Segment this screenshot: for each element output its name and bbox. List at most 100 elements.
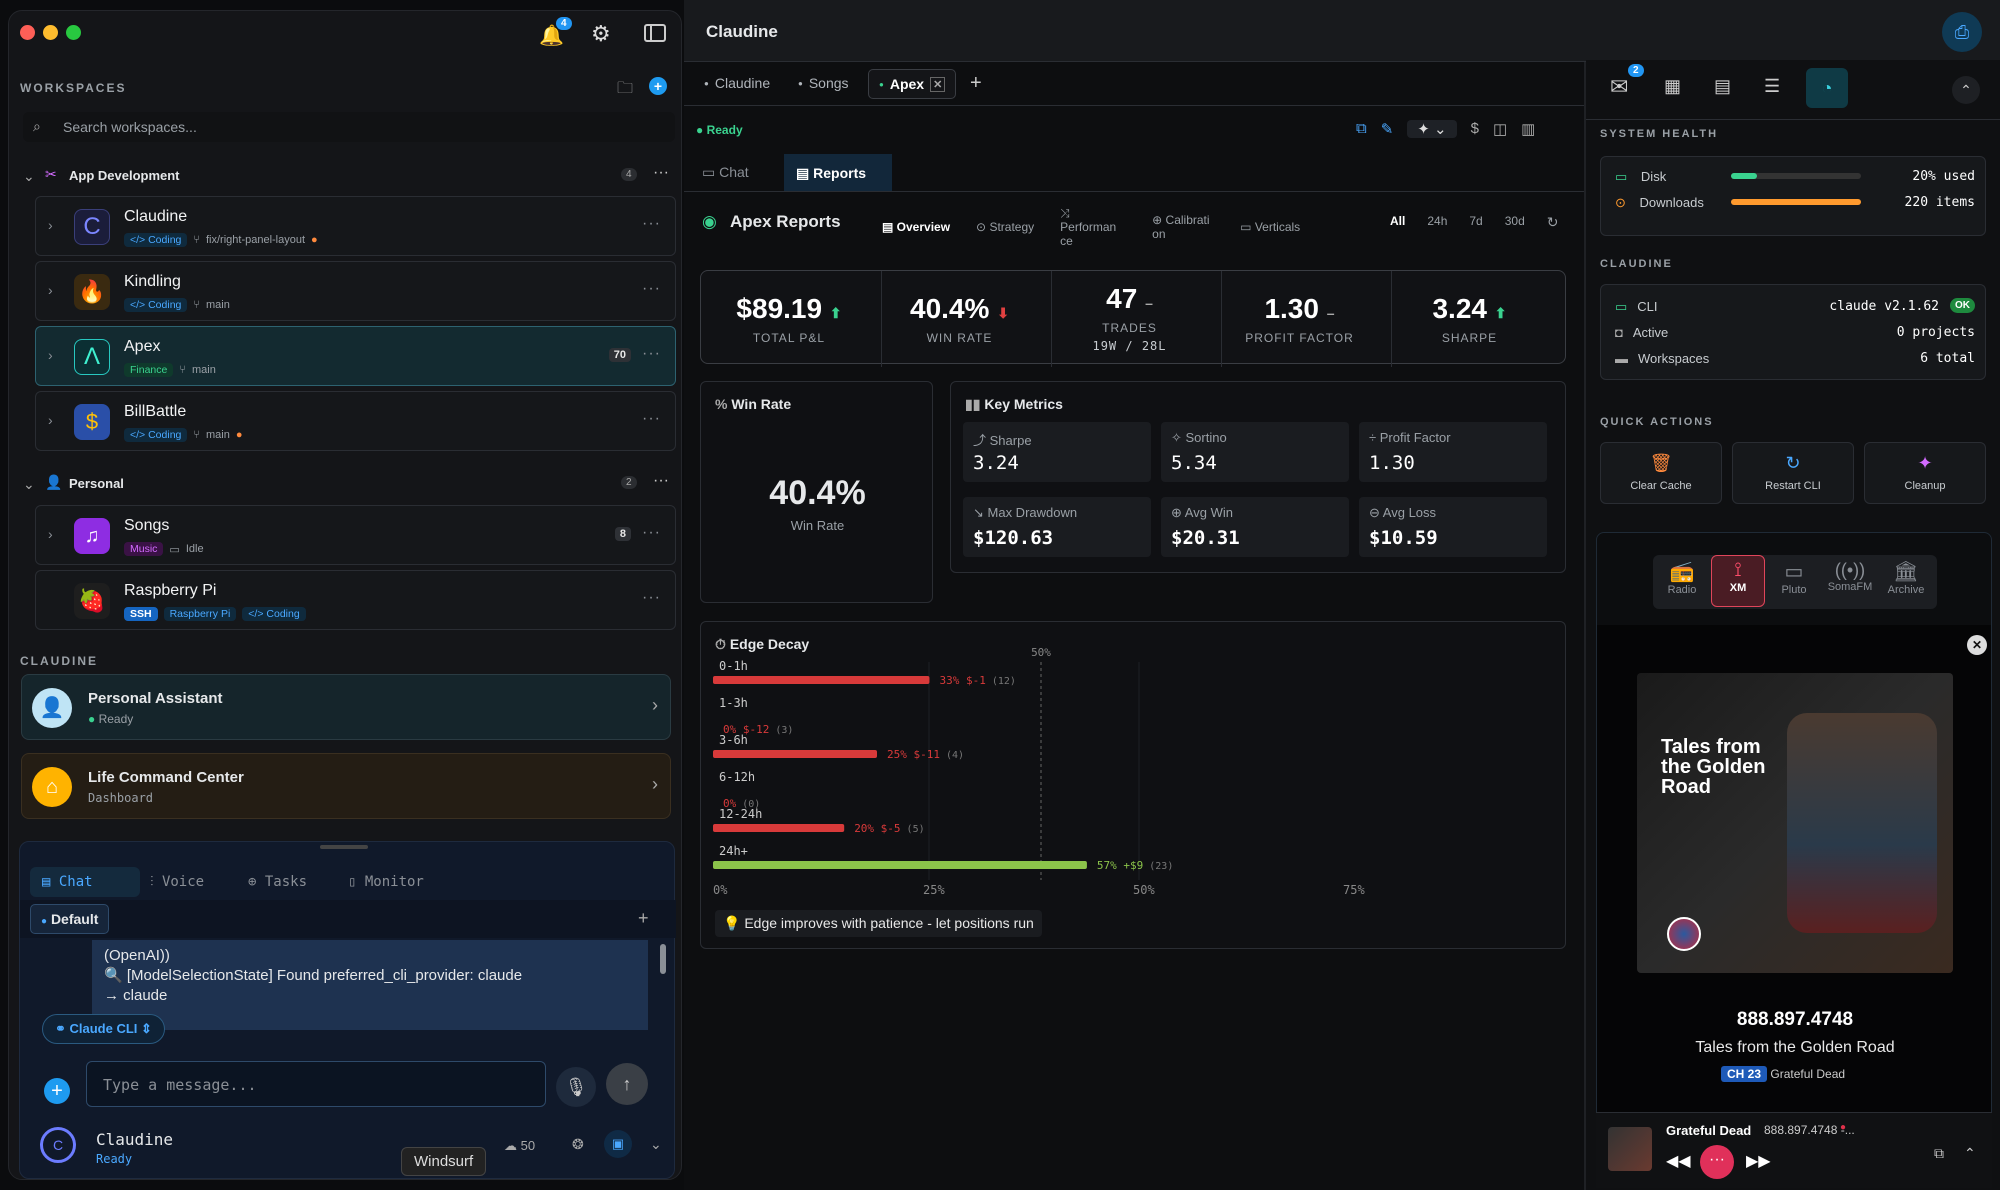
mail-icon[interactable]: ✉ bbox=[1610, 74, 1629, 99]
session-default-tab[interactable]: ● Default bbox=[30, 904, 110, 934]
tab-songs[interactable]: ● Songs bbox=[798, 75, 849, 91]
report-icon: ▤ bbox=[796, 165, 814, 181]
screen-share-icon[interactable]: ▣ bbox=[604, 1130, 632, 1158]
workspace-card-raspberry-pi[interactable]: 🍓 Raspberry Pi SSH Raspberry Pi </> Coding… bbox=[35, 570, 676, 630]
tab-calibration[interactable]: ⊕ Calibrati on bbox=[1152, 213, 1210, 241]
tab-apex[interactable]: ● Apex ✕ bbox=[868, 69, 957, 99]
group-more-button[interactable]: ··· bbox=[653, 164, 669, 181]
group-app-development[interactable]: ⌄ ✂ App Development 4 ··· bbox=[23, 164, 675, 190]
personal-assistant-card[interactable]: 👤 Personal Assistant ● Ready › bbox=[21, 674, 671, 740]
scrollbar[interactable] bbox=[660, 944, 666, 974]
bar[interactable] bbox=[713, 750, 877, 758]
range-24h[interactable]: 24h bbox=[1427, 214, 1448, 228]
assistant-status: Ready bbox=[98, 712, 134, 726]
add-session-button[interactable]: + bbox=[638, 908, 649, 928]
refresh-icon[interactable]: ↻ bbox=[1546, 214, 1559, 230]
checklist-icon[interactable]: ☰ bbox=[1764, 76, 1781, 96]
microphone-icon[interactable]: 🎙 bbox=[556, 1067, 596, 1107]
settings-icon[interactable]: ❂ bbox=[572, 1136, 584, 1152]
metric-sortino: ✧ Sortino 5.34 bbox=[1161, 422, 1349, 482]
send-button[interactable]: ↑ bbox=[606, 1063, 648, 1105]
search-input[interactable]: ⌕ Search workspaces... bbox=[23, 112, 675, 142]
workspace-more-button[interactable]: ··· bbox=[642, 345, 661, 362]
tab-overview[interactable]: ▤ Overview bbox=[882, 220, 951, 234]
add-workspace-button[interactable]: + bbox=[649, 77, 667, 95]
bar[interactable] bbox=[713, 861, 1087, 869]
rewind-button[interactable]: ◀◀ bbox=[1666, 1153, 1691, 1170]
zoom-window-button[interactable] bbox=[66, 25, 81, 40]
tab-monitor[interactable]: ▯ Monitor bbox=[348, 874, 424, 890]
workspace-more-button[interactable]: ··· bbox=[642, 589, 661, 606]
range-all[interactable]: All bbox=[1390, 214, 1406, 228]
gear-icon[interactable]: ⚙ bbox=[591, 21, 611, 46]
provider-selector[interactable]: ⚭ Claude CLI ⇕ bbox=[42, 1014, 165, 1044]
range-30d[interactable]: 30d bbox=[1504, 214, 1525, 228]
bar[interactable] bbox=[713, 824, 845, 832]
group-more-button[interactable]: ··· bbox=[653, 472, 669, 489]
tab-strategy[interactable]: ⊙ Strategy bbox=[976, 220, 1035, 234]
copy-icon[interactable]: ⧉ bbox=[1356, 120, 1367, 137]
radio-tab-somafm[interactable]: ((•)) SomaFM bbox=[1823, 555, 1877, 607]
close-icon[interactable]: ✕ bbox=[1967, 635, 1987, 655]
radio-tab-archive[interactable]: 🏛 Archive bbox=[1879, 555, 1933, 607]
radio-tab-radio[interactable]: 📻 Radio bbox=[1655, 555, 1709, 607]
chart-icon[interactable]: ▥ bbox=[1521, 121, 1536, 138]
subtab-reports[interactable]: ▤ Reports bbox=[784, 154, 892, 191]
popout-icon[interactable]: ⧉ bbox=[1934, 1145, 1944, 1161]
attach-button[interactable]: + bbox=[44, 1078, 70, 1104]
gauge-icon[interactable]: ◔ bbox=[1806, 68, 1848, 108]
workspace-name: Kindling bbox=[124, 273, 181, 290]
collapse-icon[interactable]: ⌃ bbox=[1952, 76, 1980, 104]
workspace-card-apex[interactable]: › Λ Apex Finance ⑂ main 70 ··· bbox=[35, 326, 676, 386]
new-tab-button[interactable]: + bbox=[970, 72, 982, 94]
tab-chat[interactable]: ▤ Chat bbox=[30, 867, 140, 897]
tab-voice[interactable]: ⫶ Voice bbox=[150, 874, 205, 890]
group-personal[interactable]: ⌄ 👤 Personal 2 ··· bbox=[23, 472, 675, 498]
messages-icon[interactable]: ☁ 50 bbox=[504, 1138, 536, 1153]
forward-button[interactable]: ▶▶ bbox=[1746, 1153, 1771, 1170]
cleanup-button[interactable]: ✦ Cleanup bbox=[1864, 442, 1986, 504]
clear-cache-button[interactable]: 🗑 Clear Cache bbox=[1600, 442, 1722, 504]
bell-icon[interactable]: 🔔 bbox=[539, 25, 564, 47]
workspace-card-claudine[interactable]: › C Claudine </> Coding ⑂ fix/right-panel-… bbox=[35, 196, 676, 256]
tab-tasks[interactable]: ⊕ Tasks bbox=[248, 874, 308, 890]
radio-tab-xm[interactable]: ⟟ XM bbox=[1711, 555, 1765, 607]
message-input[interactable]: Type a message... bbox=[86, 1061, 546, 1107]
workspace-card-songs[interactable]: › ♫ Songs Music ▭ Idle 8 ··· bbox=[35, 505, 676, 565]
calendar-icon[interactable]: ▦ bbox=[1664, 76, 1682, 96]
restart-cli-button[interactable]: ↻ Restart CLI bbox=[1732, 442, 1854, 504]
more-options-button[interactable]: ··· bbox=[1700, 1145, 1734, 1179]
tab-performance[interactable]: ⤨ Performan ce bbox=[1060, 206, 1117, 248]
sparkle-icon[interactable]: ✦ ⌄ bbox=[1407, 120, 1457, 138]
workspace-more-button[interactable]: ··· bbox=[642, 215, 661, 232]
chevron-down-icon[interactable]: ⌄ bbox=[650, 1136, 662, 1152]
minimize-window-button[interactable] bbox=[43, 25, 58, 40]
tv-icon: ▭ bbox=[1784, 561, 1804, 583]
inbox-icon[interactable]: ⎙ bbox=[1942, 12, 1982, 52]
life-command-center-card[interactable]: ⌂ Life Command Center Dashboard › bbox=[21, 753, 671, 819]
workspace-more-button[interactable]: ··· bbox=[642, 410, 661, 427]
tab-claudine[interactable]: ● Claudine bbox=[704, 75, 771, 91]
new-folder-icon[interactable]: 🗀 bbox=[617, 80, 634, 97]
log-message: (OpenAI)) 🔍 [ModelSelectionState] Found … bbox=[92, 940, 648, 1030]
close-icon[interactable]: ✕ bbox=[930, 76, 946, 92]
workspaces-heading: WORKSPACES bbox=[20, 81, 127, 95]
workspace-card-kindling[interactable]: › 🔥 Kindling </> Coding ⑂ main ··· bbox=[35, 261, 676, 321]
panel-divider[interactable] bbox=[1584, 60, 1586, 1190]
columns-icon[interactable]: ◫ bbox=[1492, 121, 1508, 138]
sidebar-toggle-icon[interactable] bbox=[644, 24, 666, 42]
drag-handle[interactable] bbox=[320, 845, 368, 849]
subtab-chat[interactable]: ▭ Chat bbox=[702, 164, 749, 180]
workspace-more-button[interactable]: ··· bbox=[642, 280, 661, 297]
tab-verticals[interactable]: ▭ Verticals bbox=[1240, 220, 1301, 234]
chevron-up-icon[interactable]: ⌃ bbox=[1964, 1145, 1976, 1161]
notes-icon[interactable]: ▤ bbox=[1714, 76, 1732, 96]
close-window-button[interactable] bbox=[20, 25, 35, 40]
workspace-card-billbattle[interactable]: › $ BillBattle </> Coding ⑂ main ● ··· bbox=[35, 391, 676, 451]
radio-tab-pluto[interactable]: ▭ Pluto bbox=[1767, 555, 1821, 607]
dollar-icon[interactable]: $ bbox=[1470, 120, 1479, 137]
workspace-more-button[interactable]: ··· bbox=[642, 524, 661, 541]
range-7d[interactable]: 7d bbox=[1469, 214, 1483, 228]
bar[interactable] bbox=[713, 676, 930, 684]
edit-icon[interactable]: ✎ bbox=[1380, 121, 1394, 138]
